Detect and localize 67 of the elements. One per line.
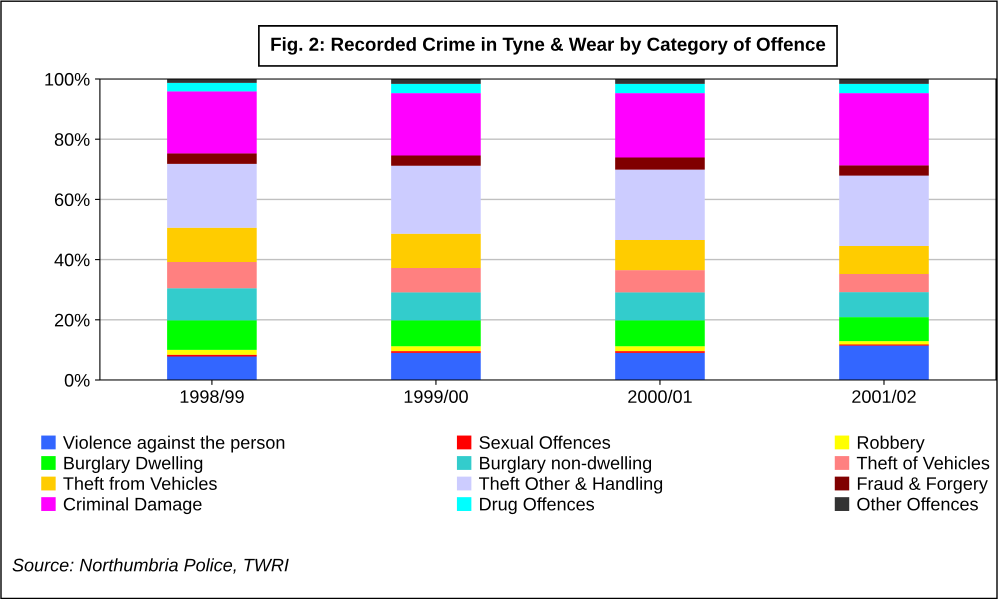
bar	[391, 346, 481, 352]
legend-label: Burglary Dwelling	[64, 456, 202, 474]
bar	[391, 352, 481, 380]
bar	[391, 320, 481, 346]
legend-label: Fraud & Forgery	[858, 476, 988, 494]
y-tick-label: 100%	[45, 72, 90, 86]
bar	[167, 320, 257, 350]
chart-title: Fig. 2: Recorded Crime in Tyne & Wear by Category of Offence	[271, 37, 826, 55]
bar	[615, 158, 705, 170]
legend-label: Other Offences	[857, 497, 978, 511]
bar	[615, 93, 705, 158]
x-tick-label: 1998/99	[180, 390, 244, 403]
bar	[391, 155, 481, 166]
bar	[615, 320, 705, 346]
bar	[615, 240, 705, 270]
y-tick-label: 0%	[64, 374, 90, 387]
bar	[167, 356, 257, 380]
bar	[839, 274, 929, 292]
legend-label: Violence against the person	[62, 436, 284, 452]
bar	[839, 341, 929, 344]
legend-label: Robbery	[858, 436, 925, 452]
bar	[839, 346, 929, 380]
legend-label: Theft Other & Handling	[479, 476, 662, 494]
bar	[839, 246, 929, 274]
legend-label: Burglary non-dwelling	[480, 456, 652, 474]
bar	[615, 270, 705, 292]
bar	[839, 79, 929, 84]
bar	[615, 170, 705, 240]
bar	[167, 228, 257, 262]
bar	[839, 93, 929, 166]
bar	[391, 292, 481, 320]
y-tick-label: 60%	[54, 193, 90, 206]
y-tick-label: 20%	[54, 314, 90, 327]
bar	[167, 288, 257, 320]
source-note: Source: Northumbria Police, TWRI	[12, 558, 289, 574]
bar	[167, 164, 257, 228]
bar	[839, 176, 929, 246]
bar	[615, 346, 705, 352]
bar	[615, 79, 705, 84]
legend-label: Theft of Vehicles	[856, 456, 990, 470]
bar	[391, 93, 481, 156]
legend-label: Drug Offences	[480, 497, 594, 514]
legend-label: Sexual Offences	[479, 436, 610, 449]
x-tick-label: 2001/02	[852, 390, 916, 403]
bar	[391, 268, 481, 292]
bar	[167, 82, 257, 92]
bar	[839, 292, 929, 318]
bar	[839, 317, 929, 342]
legend-label: Criminal Damage	[64, 497, 202, 514]
bar	[839, 84, 929, 94]
legend-label: Theft from Vehicles	[63, 476, 217, 490]
x-tick-label: 2000/01	[628, 390, 692, 403]
bar	[167, 350, 257, 355]
bar	[167, 262, 257, 288]
bar	[167, 91, 257, 154]
bar	[391, 166, 481, 234]
bar	[167, 153, 257, 164]
x-tick-label: 1999/00	[404, 390, 468, 403]
bar	[615, 352, 705, 380]
y-tick-label: 40%	[54, 254, 90, 266]
bar	[839, 165, 929, 176]
bar	[391, 79, 481, 84]
y-tick-label: 80%	[54, 133, 90, 146]
bar	[615, 292, 705, 320]
bar	[391, 84, 481, 94]
bar	[615, 84, 705, 94]
bar	[391, 234, 481, 268]
